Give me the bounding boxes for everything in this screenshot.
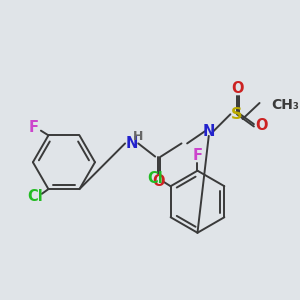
Text: O: O xyxy=(255,118,268,133)
Text: O: O xyxy=(232,81,244,96)
Text: F: F xyxy=(193,148,202,163)
Text: N: N xyxy=(202,124,215,139)
Text: Cl: Cl xyxy=(27,189,43,204)
Text: N: N xyxy=(125,136,138,151)
Text: Cl: Cl xyxy=(148,171,164,186)
Text: O: O xyxy=(153,175,165,190)
Text: H: H xyxy=(133,130,143,143)
Text: F: F xyxy=(28,120,38,135)
Text: CH₃: CH₃ xyxy=(271,98,299,112)
Text: S: S xyxy=(231,107,243,122)
